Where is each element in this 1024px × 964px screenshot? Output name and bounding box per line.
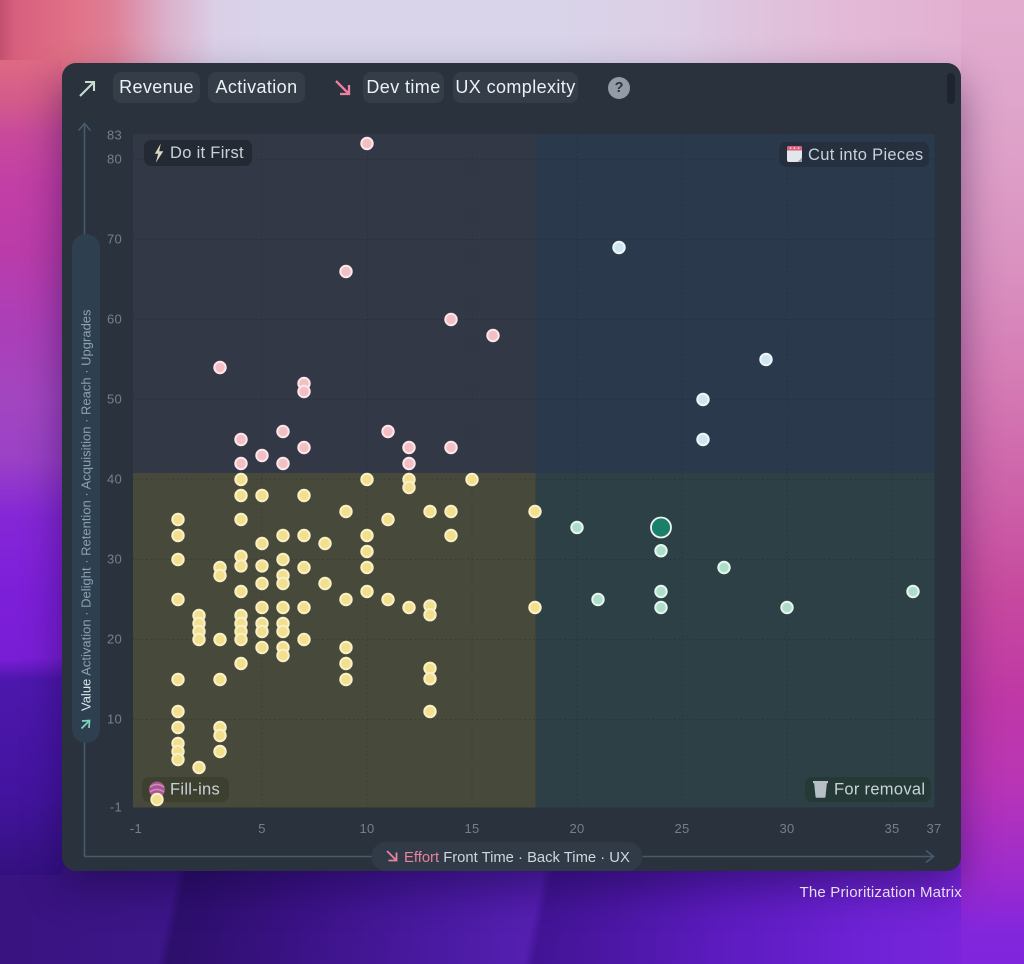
svg-text:Do it First: Do it First [170,144,244,162]
svg-text:-1: -1 [130,821,142,836]
svg-text:10: 10 [359,821,374,836]
svg-text:20: 20 [107,632,122,647]
svg-text:40: 40 [107,472,122,487]
svg-text:For removal: For removal [834,781,925,799]
svg-text:37: 37 [926,821,941,836]
svg-text:-1: -1 [110,800,122,815]
svg-text:30: 30 [107,552,122,567]
svg-text:25: 25 [674,821,689,836]
svg-text:15: 15 [464,821,479,836]
svg-text:Cut into Pieces: Cut into Pieces [808,146,923,164]
svg-text:80: 80 [107,152,122,167]
svg-text:50: 50 [107,392,122,407]
svg-text:5: 5 [258,821,266,836]
svg-text:83: 83 [107,128,122,143]
svg-text:Fill-ins: Fill-ins [170,781,220,799]
svg-text:30: 30 [779,821,794,836]
svg-text:Effort Front Time · Back Time: Effort Front Time · Back Time · UX [404,850,630,866]
svg-text:60: 60 [107,312,122,327]
svg-text:20: 20 [569,821,584,836]
svg-text:10: 10 [107,712,122,727]
svg-text:35: 35 [884,821,899,836]
svg-text:70: 70 [107,232,122,247]
svg-text:Value Activation · Delight ·: Value Activation · Delight · Retention ·… [79,309,94,711]
